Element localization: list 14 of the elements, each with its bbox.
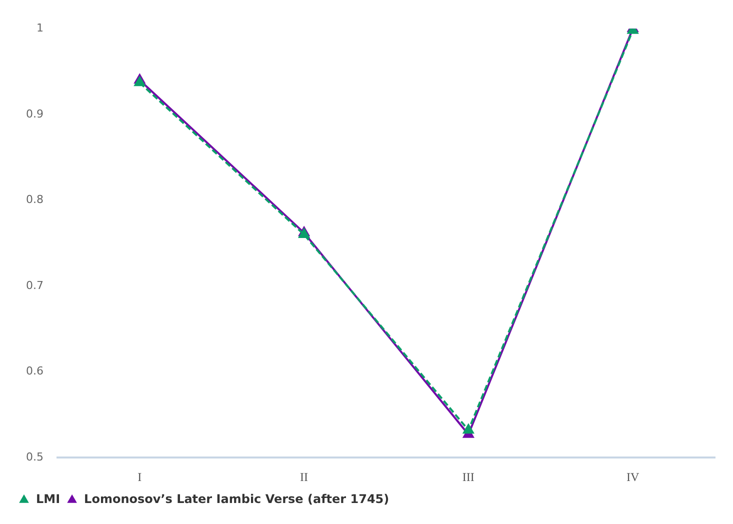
x-tick-label: I — [138, 470, 142, 484]
y-tick-label: 0.6 — [26, 364, 44, 378]
y-tick-label: 0.5 — [26, 450, 44, 464]
x-tick-label: II — [300, 470, 308, 484]
y-tick-label: 0.7 — [26, 278, 44, 292]
y-tick-label: 1 — [36, 21, 44, 34]
x-tick-label: IV — [626, 470, 640, 484]
legend-label: LMI — [36, 492, 60, 506]
y-tick-label: 0.9 — [26, 107, 44, 120]
y-tick-label: 0.8 — [26, 193, 44, 206]
x-tick-label: III — [462, 470, 474, 484]
point — [134, 76, 146, 86]
point — [462, 423, 474, 434]
legend-label: Lomonosov’s Later Iambic Verse (after 1745) — [84, 492, 390, 506]
